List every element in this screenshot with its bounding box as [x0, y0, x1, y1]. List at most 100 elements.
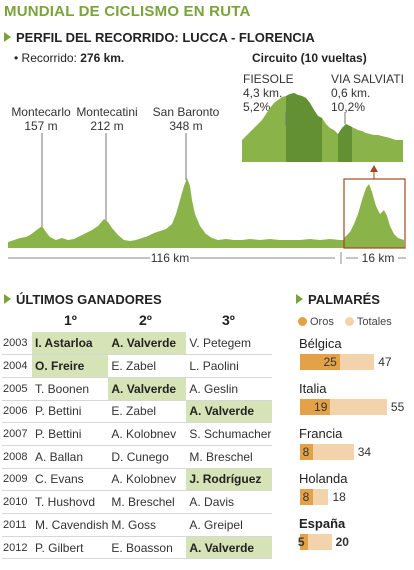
palmares-gold-value: 5 — [297, 535, 305, 549]
third-place-cell: A. Greipel — [186, 513, 273, 537]
palmares-country-label: España — [299, 516, 346, 531]
place-name: San Baronto — [152, 105, 220, 119]
climb-grade: 5,2% — [243, 100, 271, 114]
climb-length: 4,3 km. — [243, 86, 283, 100]
second-place-cell: E. Zabel — [108, 354, 187, 378]
first-place-cell: P. Bettini — [32, 422, 109, 446]
palmares-heading-text: PALMARÉS — [308, 292, 380, 307]
column-second: 2º — [139, 312, 152, 328]
first-place-cell: I. Astarloa — [32, 332, 109, 356]
second-place-cell: E. Boasson — [108, 536, 187, 560]
palmares-gold-value: 8 — [302, 490, 310, 504]
palmares-country-label: Holanda — [299, 471, 348, 486]
circuit-profile — [344, 184, 404, 248]
legend-totales-swatch — [344, 317, 354, 326]
palmares-total-bar — [300, 444, 354, 460]
distance-line: • Recorrido: 276 km. — [14, 51, 124, 65]
climb-via-salviati: VIA SALVIATI 0,6 km. 10,2% — [331, 72, 404, 114]
palmares-gold-value: 19 — [314, 400, 328, 414]
circuit-connector-arrow-icon — [370, 165, 378, 172]
triangle-bullet-icon — [4, 294, 11, 304]
distance-label: • Recorrido: — [14, 51, 77, 65]
table-row: 2010 T. Hushovd M. Breschel A. Davis — [2, 490, 273, 514]
legend-oros-label: Oros — [310, 316, 334, 328]
climb-grade: 10,2% — [331, 100, 366, 114]
distance-circuit: 16 km — [358, 251, 398, 265]
palmares-total-bar — [300, 534, 332, 550]
third-place-cell: A. Valverde — [186, 400, 273, 424]
first-place-cell: P. Bettini — [32, 400, 109, 424]
third-place-cell: J. Rodríguez — [186, 468, 273, 492]
palmares-gold-bar — [300, 354, 340, 370]
winners-table-body: 2003 I. Astarloa A. Valverde V. Petegem 2004… — [2, 332, 273, 560]
first-place-cell: M. Cavendish — [32, 513, 109, 537]
third-place-cell: S. Schumacher — [186, 422, 273, 446]
year-cell: 2004 — [2, 354, 32, 378]
first-place-cell: T. Boonen — [32, 377, 109, 401]
palmares-gold-bar — [300, 444, 313, 460]
winners-heading: ÚLTIMOS GANADORES — [4, 292, 162, 307]
place-san-baronto: San Baronto 348 m — [148, 105, 224, 133]
palmares-country-label: Bélgica — [299, 336, 342, 351]
table-row: 2009 C. Evans A. Kolobnev J. Rodríguez — [2, 468, 273, 492]
place-altitude: 348 m — [169, 119, 203, 133]
table-row: 2007 P. Bettini A. Kolobnev S. Schumacher — [2, 422, 273, 446]
place-altitude: 157 m — [24, 119, 58, 133]
winners-table: 2003 I. Astarloa A. Valverde V. Petegem 2004… — [2, 332, 273, 560]
third-place-cell: L. Paolini — [186, 354, 273, 378]
table-row: 2011 M. Cavendish M. Goss A. Greipel — [2, 513, 273, 537]
triangle-bullet-icon — [4, 32, 11, 42]
palmares-total-value: 47 — [378, 355, 392, 369]
circuit-inset-profile — [242, 93, 403, 162]
third-place-cell: M. Breschel — [186, 445, 273, 469]
distance-main: 116 km — [150, 251, 190, 265]
climb-fiesole: FIESOLE 4,3 km. 5,2% — [243, 72, 294, 114]
first-place-cell: A. Ballan — [32, 445, 109, 469]
year-cell: 2011 — [2, 513, 32, 537]
palmares-gold-bar — [300, 399, 331, 415]
circuit-title: Circuito (10 vueltas) — [252, 51, 367, 65]
third-place-cell: A. Valverde — [186, 536, 273, 560]
profile-heading-text: PERFIL DEL RECORRIDO: LUCCA - FLORENCIA — [16, 30, 315, 45]
distance-value: 276 km. — [80, 51, 125, 65]
first-place-cell: T. Hushovd — [32, 490, 109, 514]
place-montecatini: Montecatini 212 m — [72, 105, 142, 133]
place-altitude: 212 m — [90, 119, 124, 133]
profile-heading: PERFIL DEL RECORRIDO: LUCCA - FLORENCIA — [4, 30, 315, 45]
palmares-gold-value: 8 — [302, 445, 310, 459]
second-place-cell: M. Breschel — [108, 490, 187, 514]
table-row: 2004 O. Freire E. Zabel L. Paolini — [2, 354, 273, 378]
palmares-gold-bar — [300, 489, 313, 505]
third-place-cell: A. Davis — [186, 490, 273, 514]
second-place-cell: A. Kolobnev — [108, 468, 187, 492]
circuit-inset-climb-shade — [286, 93, 322, 162]
elevation-profile — [8, 93, 406, 264]
first-place-cell: P. Gilbert — [32, 536, 109, 560]
climb-name: VIA SALVIATI — [331, 72, 404, 86]
palmares-total-value: 55 — [390, 400, 405, 414]
second-place-cell: A. Kolobnev — [108, 422, 187, 446]
year-cell: 2012 — [2, 536, 32, 560]
first-place-cell: C. Evans — [32, 468, 109, 492]
place-montecarlo: Montecarlo 157 m — [6, 105, 76, 133]
palmares-total-value: 34 — [357, 445, 372, 459]
climb-name: FIESOLE — [243, 72, 294, 86]
palmares-gold-value: 25 — [323, 355, 337, 369]
table-row: 2006 P. Bettini E. Zabel A. Valverde — [2, 400, 273, 424]
triangle-bullet-icon — [296, 294, 303, 304]
palmares-total-value: 20 — [335, 535, 349, 549]
second-place-cell: D. Cunego — [108, 445, 187, 469]
year-cell: 2003 — [2, 332, 32, 356]
table-row: 2005 T. Boonen A. Valverde A. Geslin — [2, 377, 273, 401]
place-name: Montecatini — [76, 105, 138, 119]
legend-totales-label: Totales — [356, 316, 392, 328]
year-cell: 2010 — [2, 490, 32, 514]
year-cell: 2007 — [2, 422, 32, 446]
legend-oros-swatch — [298, 317, 307, 326]
place-name: Montecarlo — [11, 105, 71, 119]
second-place-cell: A. Valverde — [108, 377, 187, 401]
page-title: MUNDIAL DE CICLISMO EN RUTA — [4, 3, 251, 20]
first-place-cell: O. Freire — [32, 354, 109, 378]
palmares-heading: PALMARÉS — [296, 292, 380, 307]
year-cell: 2009 — [2, 468, 32, 492]
